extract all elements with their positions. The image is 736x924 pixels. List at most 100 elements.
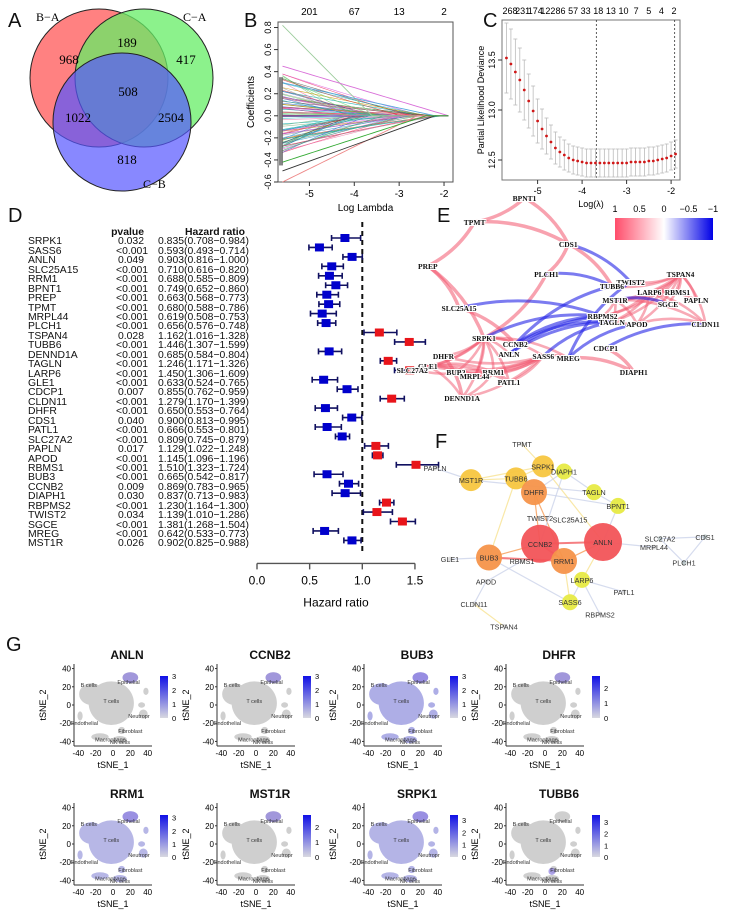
cell-cluster bbox=[509, 850, 514, 859]
x-tick-label: -20 bbox=[522, 749, 534, 758]
venn-label-ca: C−A bbox=[183, 10, 207, 24]
cluster-label: T cells bbox=[535, 699, 551, 705]
colorbar-tick-label: 1 bbox=[462, 700, 466, 709]
protein-node-label: PLCH1 bbox=[672, 559, 695, 568]
x-tick-label: -40 bbox=[216, 749, 228, 758]
colorbar-tick-label: 3 bbox=[172, 814, 176, 823]
protein-node-label: BUB3 bbox=[480, 554, 499, 563]
cluster-label: Endothelial bbox=[361, 860, 388, 866]
hazard-point bbox=[382, 499, 391, 507]
y-tick-label: 20 bbox=[352, 683, 361, 692]
cell-cluster bbox=[138, 702, 145, 707]
cv-point bbox=[599, 162, 602, 165]
cv-point bbox=[652, 160, 655, 163]
colorbar-tick-label: 3 bbox=[315, 672, 319, 681]
x-tick-label: -20 bbox=[233, 749, 245, 758]
hazard-point bbox=[405, 338, 414, 346]
colorbar-tick-label: 2 bbox=[315, 686, 319, 695]
y-tick-label: 13.5 bbox=[487, 51, 497, 69]
cv-point bbox=[612, 162, 615, 165]
y-axis-title: tSNE_2 bbox=[181, 689, 191, 720]
gene-node-label: SLC27A2 bbox=[397, 366, 429, 375]
cluster-label: Neutropr bbox=[271, 853, 293, 859]
top-tick-label: 10 bbox=[619, 6, 629, 16]
hazard-point bbox=[348, 253, 357, 261]
hazard-point bbox=[327, 262, 336, 270]
protein-node-label: SLC27A2 bbox=[645, 535, 676, 544]
cluster-label: Epithelial bbox=[117, 680, 139, 686]
hazard-point bbox=[325, 347, 334, 355]
x-tick-label: -40 bbox=[73, 749, 85, 758]
gene-node-label: CDS1 bbox=[559, 240, 578, 249]
cluster-label: Endothelial bbox=[503, 721, 530, 727]
cluster-label: B cells bbox=[224, 683, 240, 689]
y-tick-label: -20 bbox=[202, 719, 214, 728]
cluster-label: NK cells bbox=[110, 879, 130, 885]
top-tick-label: 4 bbox=[659, 6, 664, 16]
gene-node-label: TAGLN bbox=[599, 318, 626, 327]
x-tick-label: 0 bbox=[111, 888, 116, 897]
x-tick-label: 1.0 bbox=[354, 573, 371, 587]
x-tick-label: -40 bbox=[505, 749, 517, 758]
x-tick-label: -5 bbox=[305, 189, 314, 200]
cluster-label: Neutropr bbox=[128, 714, 150, 720]
cluster-label: Fibroblast bbox=[118, 868, 143, 874]
cluster-label: B cells bbox=[224, 822, 240, 828]
cell-cluster bbox=[570, 841, 577, 846]
cluster-label: Neutropr bbox=[271, 714, 293, 720]
gene-node-label: CLDN11 bbox=[691, 320, 720, 329]
protein-node-label: BPNT1 bbox=[606, 502, 629, 511]
x-tick-label: 20 bbox=[416, 888, 425, 897]
gene-node-label: ANLN bbox=[498, 350, 520, 359]
y-tick-label: 0.4 bbox=[263, 65, 273, 78]
x-tick-label: -20 bbox=[90, 888, 102, 897]
x-axis-title: tSNE_1 bbox=[387, 899, 418, 909]
protein-node-label: TWIST2 bbox=[527, 514, 553, 523]
protein-node-label: TSPAN4 bbox=[490, 622, 517, 631]
x-axis-title: tSNE_1 bbox=[97, 899, 128, 909]
cell-cluster bbox=[281, 841, 288, 846]
y-tick-label: -0.2 bbox=[263, 130, 273, 146]
x-axis-title: tSNE_1 bbox=[97, 760, 128, 770]
cluster-label: NK cells bbox=[542, 740, 562, 746]
protein-node-label: SLC25A15 bbox=[553, 516, 588, 525]
x-tick-label: -3 bbox=[395, 189, 404, 200]
cluster-label: NK cells bbox=[253, 879, 273, 885]
expression-colorbar bbox=[450, 676, 458, 718]
hazard-point bbox=[347, 536, 356, 544]
cv-point bbox=[523, 89, 526, 92]
protein-node-label: PATL1 bbox=[614, 588, 635, 597]
cv-point bbox=[563, 154, 566, 157]
colorbar-tick-label: 2 bbox=[315, 823, 319, 832]
x-axis-title: tSNE_1 bbox=[387, 760, 418, 770]
cv-point bbox=[518, 79, 521, 82]
y-tick-label: 40 bbox=[494, 665, 503, 674]
y-tick-label: 0 bbox=[67, 701, 72, 710]
gene-node-label: PLCH1 bbox=[534, 270, 559, 279]
cell-cluster bbox=[428, 841, 435, 846]
top-tick-label: 122 bbox=[540, 6, 555, 16]
positive-correlation-edge bbox=[525, 198, 569, 244]
cluster-label: Endothelial bbox=[214, 860, 241, 866]
hazard-point bbox=[338, 432, 347, 440]
y-tick-label: 13.0 bbox=[487, 101, 497, 119]
cluster-label: NK cells bbox=[110, 740, 130, 746]
cv-point bbox=[545, 135, 548, 138]
cluster-label: Fibroblast bbox=[550, 868, 575, 874]
hazard-point bbox=[315, 243, 324, 251]
y-axis-title: tSNE_2 bbox=[470, 689, 480, 720]
y-tick-label: -0.6 bbox=[263, 174, 273, 190]
top-tick-label: 33 bbox=[581, 6, 591, 16]
cluster-label: Neutropr bbox=[560, 714, 582, 720]
cluster-label: Fibroblast bbox=[550, 729, 575, 735]
y-tick-label: 20 bbox=[494, 683, 503, 692]
colorbar-tick-label: 3 bbox=[604, 818, 608, 827]
y-tick-label: 0 bbox=[357, 840, 362, 849]
x-axis-title: tSNE_1 bbox=[529, 899, 560, 909]
cv-point bbox=[647, 160, 650, 163]
y-tick-label: 40 bbox=[205, 665, 214, 674]
x-tick-label: -20 bbox=[380, 749, 392, 758]
x-tick-label: -20 bbox=[522, 888, 534, 897]
